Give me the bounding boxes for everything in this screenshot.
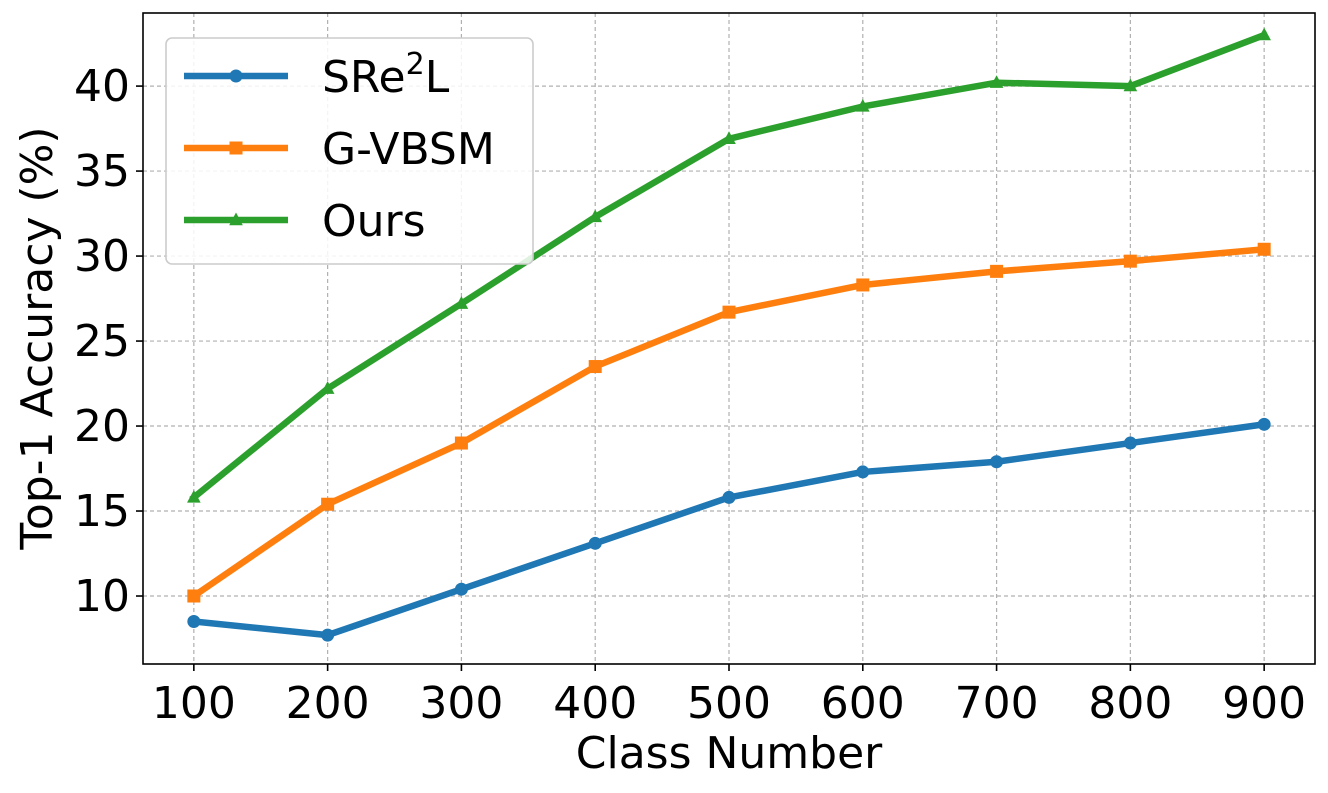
y-tick-label: 10 [74,571,130,622]
legend-box [165,37,534,265]
legend-item: Ours [184,196,426,247]
data-point [454,296,469,309]
legend-item: SRe2L [184,47,450,103]
data-point [1123,436,1137,450]
x-tick-label: 500 [687,678,771,729]
data-point [722,131,736,144]
data-point [588,536,602,550]
data-point [454,582,468,596]
data-point [454,436,468,450]
data-point [187,489,201,503]
legend-marker [229,141,243,155]
data-point [588,209,603,223]
data-point [856,465,870,479]
data-point [588,360,602,374]
data-point [1257,417,1271,431]
data-point [855,99,870,112]
data-point [1257,242,1271,256]
series-ours [187,27,1271,503]
x-tick-label: 300 [419,678,503,729]
legend: SRe2L G-VBSM Ours [165,37,534,265]
data-point [722,305,736,319]
series-layer [187,27,1271,642]
data-point [321,628,335,642]
y-axis-title: Top-1 Accuracy (%) [12,126,63,550]
x-tick-label: 900 [1222,678,1306,729]
y-tick-label: 20 [74,401,130,452]
y-tick-label: 15 [74,486,130,537]
y-tick-label: 35 [74,146,130,197]
x-axis-title: Class Number [576,728,883,779]
data-point [856,278,870,292]
y-tick-label: 30 [74,231,130,282]
x-tick-label: 200 [286,678,370,729]
legend-marker [229,69,243,83]
x-tick-label: 700 [955,678,1039,729]
data-point [989,75,1004,88]
data-point [990,455,1004,469]
legend-marker [229,212,243,226]
y-tick-label: 25 [74,316,130,367]
data-point [1123,78,1138,92]
data-point [1123,254,1137,268]
data-point [722,490,736,504]
legend-label: G-VBSM [322,124,495,175]
data-point [187,589,201,603]
data-point [187,615,201,629]
y-axis: 10 15 20 25 30 35 40 [74,61,143,622]
x-tick-label: 600 [821,678,905,729]
legend-item: G-VBSM [184,124,495,175]
legend-label: Ours [322,196,426,247]
data-point [321,497,335,511]
data-point [1257,27,1271,41]
series-sre [187,417,1271,642]
x-tick-label: 800 [1088,678,1172,729]
x-axis: 100 200 300 400 500 600 700 800 900 [152,664,1306,729]
x-tick-label: 400 [553,678,637,729]
y-tick-label: 40 [74,61,130,112]
legend-label: SRe2L [322,47,450,103]
series-g-vbsm [187,242,1271,603]
data-point [320,381,335,394]
data-point [990,264,1004,278]
x-tick-label: 100 [152,678,236,729]
